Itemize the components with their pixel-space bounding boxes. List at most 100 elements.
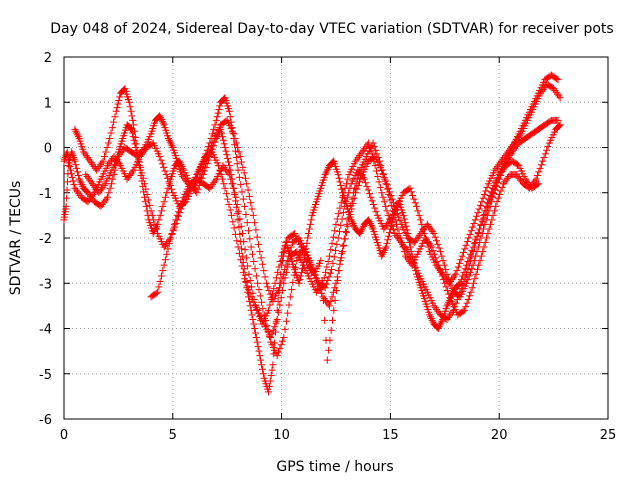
data-point-marker [356, 229, 364, 237]
data-point-marker [469, 223, 477, 231]
data-point-marker [379, 193, 387, 201]
data-point-marker [426, 224, 434, 232]
data-point-marker [415, 211, 423, 219]
data-point-marker [512, 137, 520, 145]
data-point-marker [290, 271, 298, 279]
data-point-marker [322, 169, 330, 177]
data-point-marker [555, 122, 563, 130]
data-point-marker [429, 247, 437, 255]
data-point-marker [236, 153, 244, 161]
data-point-marker [403, 254, 411, 262]
data-point-marker [333, 215, 341, 223]
data-point-marker [282, 317, 290, 325]
data-point-marker [240, 238, 248, 246]
data-point-marker [262, 279, 270, 287]
data-point-marker [224, 195, 232, 203]
x-tick-label: 25 [600, 428, 617, 443]
data-point-marker [329, 259, 337, 267]
data-point-marker [234, 243, 242, 251]
data-point-marker [194, 185, 202, 193]
y-tick-label: -2 [39, 232, 52, 247]
data-point-marker [374, 172, 382, 180]
data-point-marker [245, 297, 253, 305]
data-point-marker [459, 307, 467, 315]
data-point-marker [434, 325, 442, 332]
data-point-marker [280, 245, 288, 253]
data-point-marker [255, 240, 263, 248]
data-point-marker [281, 325, 289, 333]
x-axis-label: GPS time / hours [276, 459, 393, 475]
data-point-marker [73, 131, 81, 139]
data-point-marker [160, 198, 168, 206]
y-axis-label: SDTVAR / TECUs [8, 181, 24, 296]
data-point-marker [491, 166, 499, 174]
data-point-marker [320, 274, 328, 282]
data-point-marker [181, 176, 189, 184]
data-point-marker [379, 248, 387, 256]
data-point-marker [234, 166, 242, 174]
data-point-marker [474, 209, 482, 217]
data-point-marker [554, 116, 562, 124]
data-point-marker [386, 196, 394, 204]
data-point-marker [386, 229, 394, 237]
data-point-marker [439, 276, 447, 284]
data-point-marker [386, 215, 394, 223]
data-point-marker [338, 185, 346, 193]
x-tick-label: 5 [169, 428, 177, 443]
data-point-marker [238, 229, 246, 237]
data-point-marker [157, 207, 165, 215]
data-point-marker [160, 243, 168, 251]
data-point-marker [123, 175, 131, 183]
data-point-marker [151, 220, 159, 228]
data-point-marker [276, 344, 284, 352]
data-point-marker [496, 159, 504, 167]
data-point-marker [509, 141, 517, 149]
data-point-marker [85, 155, 93, 163]
data-point-marker [324, 165, 332, 173]
data-point-marker [165, 136, 173, 144]
data-point-marker [503, 174, 511, 182]
y-tick-label: -1 [39, 187, 52, 202]
data-point-marker [413, 235, 421, 243]
data-point-marker [537, 161, 545, 169]
data-point-marker [382, 202, 390, 210]
data-point-marker [472, 270, 480, 278]
data-point-marker [235, 173, 243, 181]
data-point-marker [241, 174, 249, 182]
data-point-marker [556, 121, 564, 129]
data-point-marker [550, 85, 558, 93]
data-point-marker [372, 146, 380, 154]
data-point-marker [68, 173, 76, 181]
data-point-marker [355, 171, 363, 179]
data-point-marker [450, 272, 458, 280]
data-point-marker [481, 207, 489, 215]
data-point-marker [264, 283, 272, 291]
data-point-marker [245, 192, 253, 200]
data-point-marker [277, 294, 285, 302]
data-point-marker [102, 148, 110, 156]
data-point-marker [302, 258, 310, 266]
data-point-marker [84, 174, 92, 182]
data-point-marker [84, 153, 92, 161]
data-point-marker [380, 225, 388, 233]
data-point-marker [513, 135, 521, 143]
data-point-marker [312, 288, 320, 296]
data-point-marker [161, 256, 169, 264]
data-point-marker [70, 153, 78, 161]
data-point-marker [498, 183, 506, 191]
data-point-marker [419, 225, 427, 233]
data-point-marker [446, 277, 454, 285]
data-point-marker [539, 86, 547, 94]
data-point-marker [490, 207, 498, 215]
data-point-marker [221, 144, 229, 151]
data-point-marker [433, 237, 441, 245]
data-point-marker [239, 163, 247, 171]
data-point-marker [165, 239, 173, 247]
data-point-marker [63, 148, 71, 156]
data-point-marker [434, 307, 442, 315]
data-point-marker [463, 299, 471, 307]
data-point-marker [451, 303, 459, 311]
data-point-marker [167, 140, 175, 148]
data-point-marker [380, 198, 388, 206]
data-point-marker [470, 279, 478, 287]
